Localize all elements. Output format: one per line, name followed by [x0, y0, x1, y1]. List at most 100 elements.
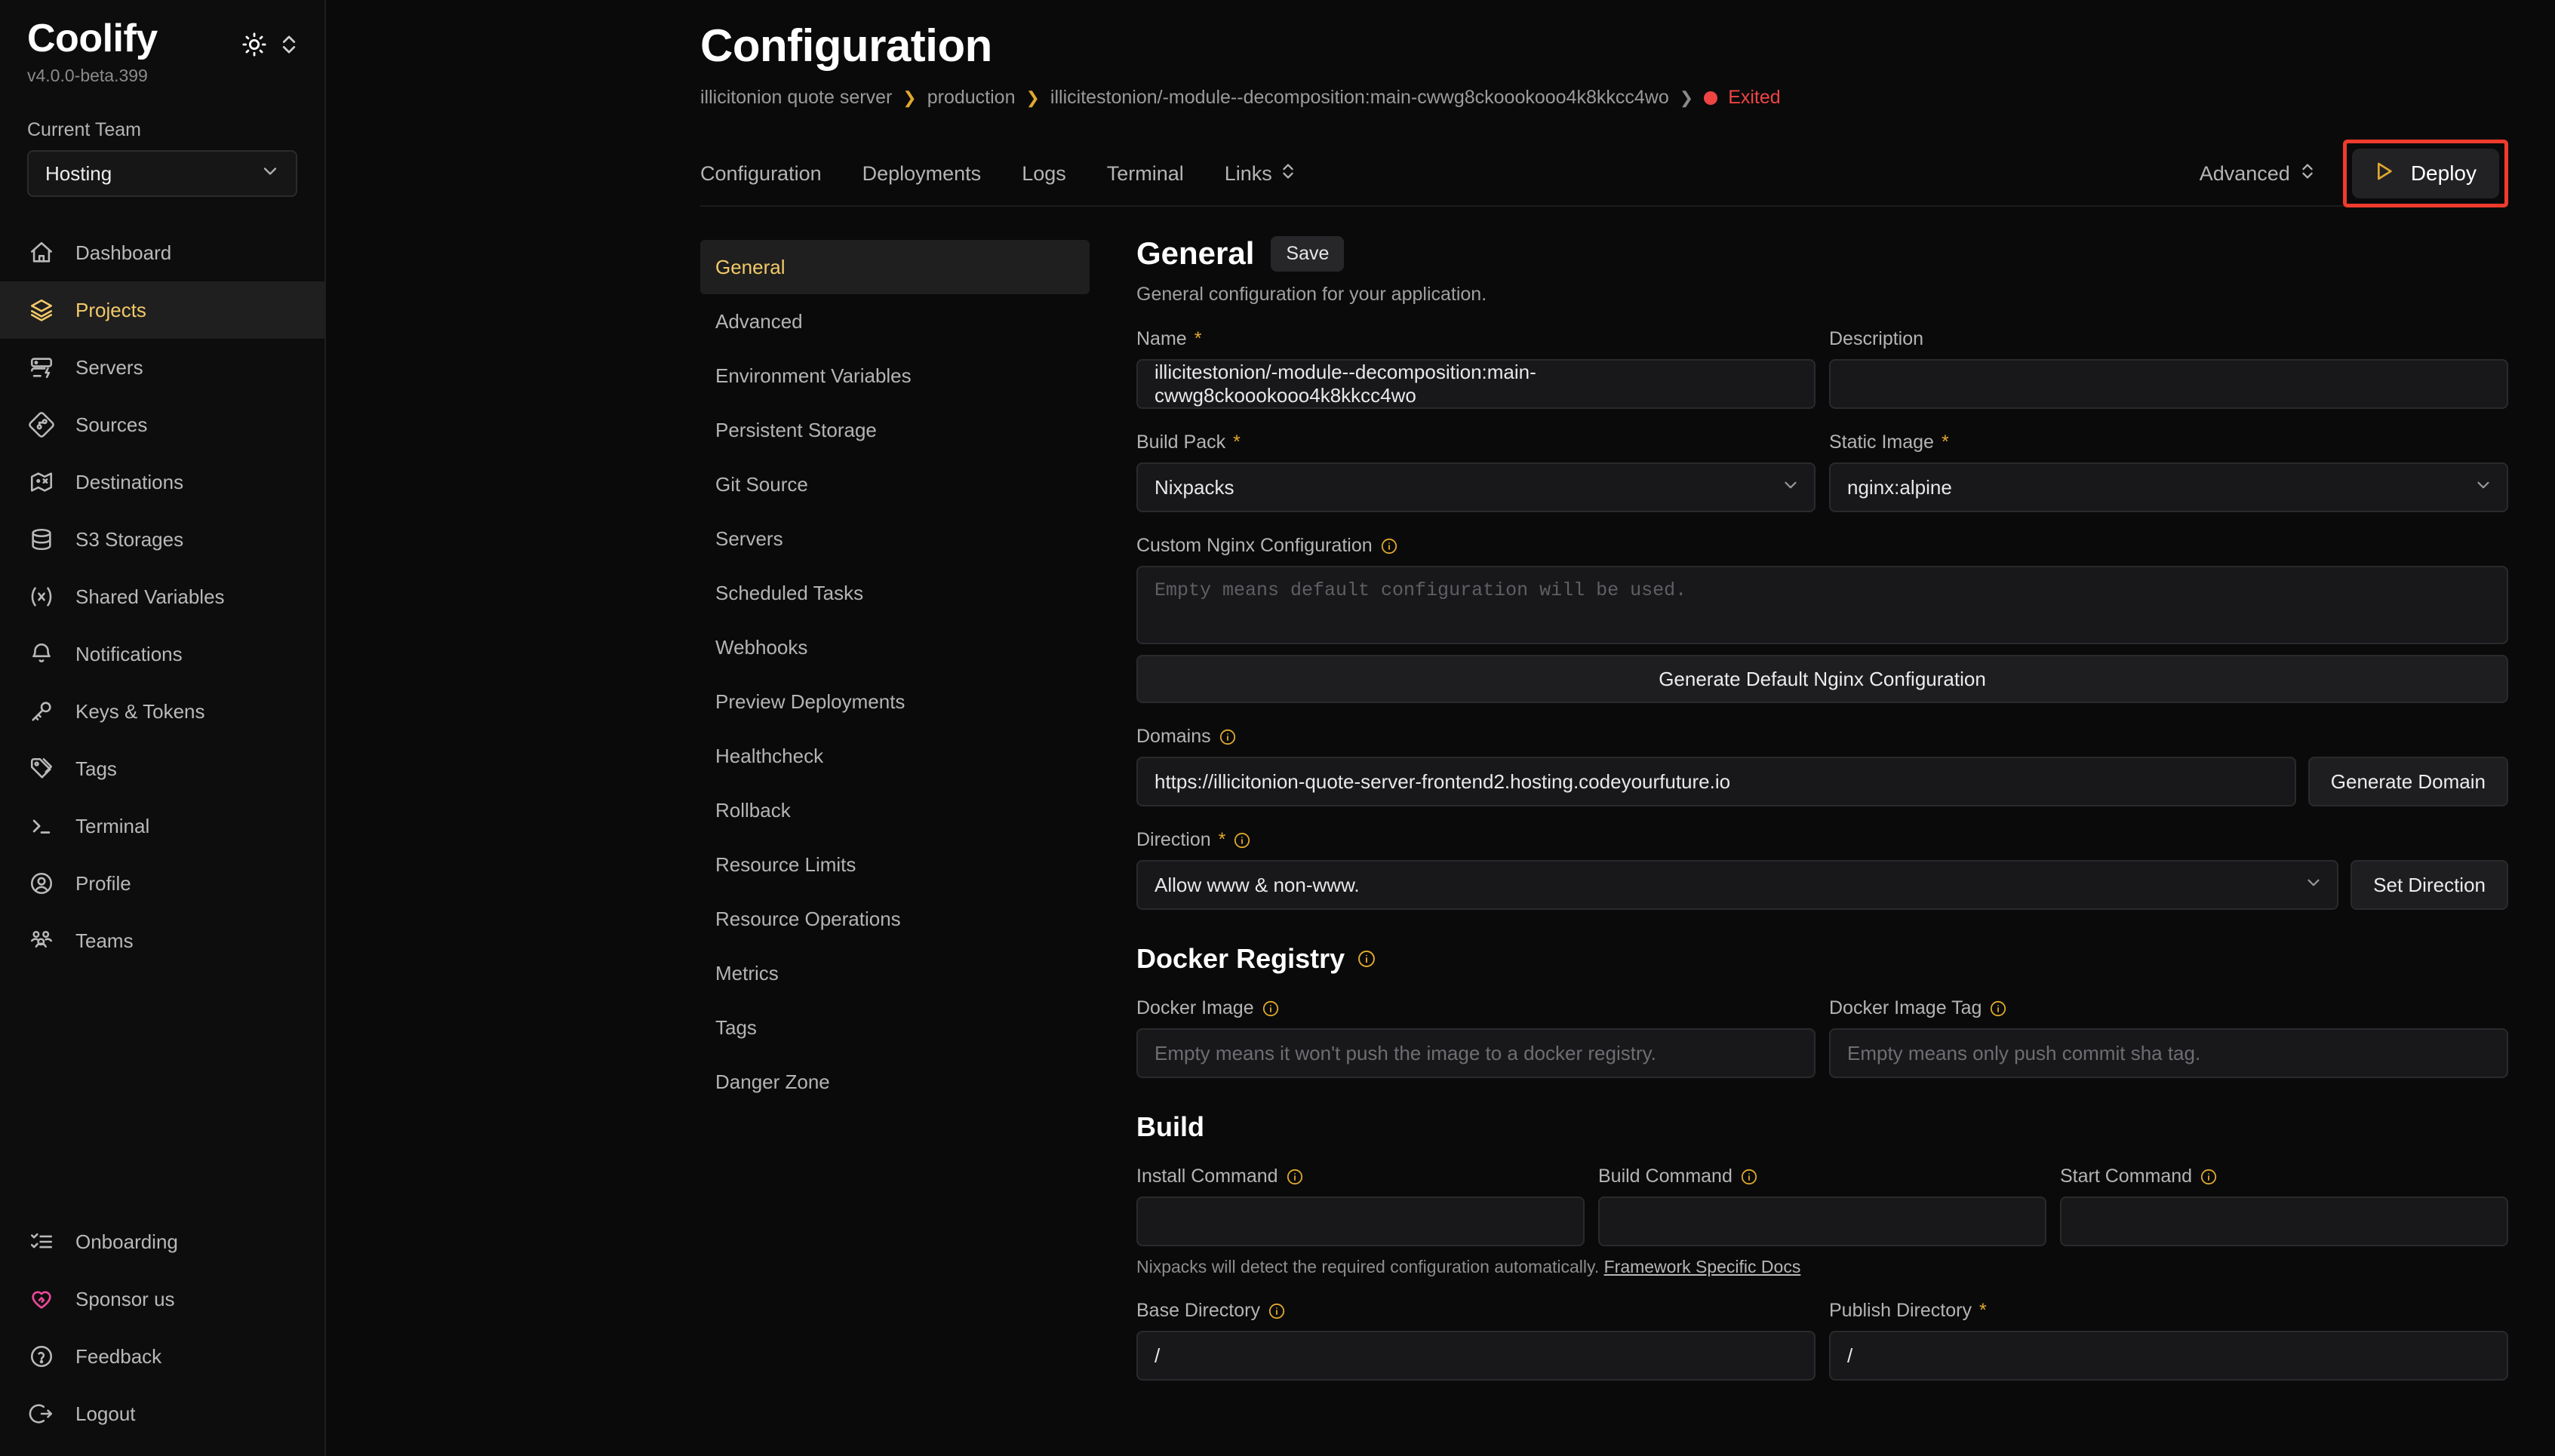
- sidebar-item-dashboard[interactable]: Dashboard: [0, 224, 324, 281]
- info-icon[interactable]: [2200, 1168, 2218, 1186]
- sidebar-item-sponsor-us[interactable]: Sponsor us: [0, 1270, 324, 1328]
- info-icon[interactable]: [1380, 537, 1398, 555]
- subnav-item-rollback[interactable]: Rollback: [715, 798, 791, 822]
- theme-toggle-chevron-icon[interactable]: [281, 32, 297, 61]
- tab-deployments[interactable]: Deployments: [862, 161, 982, 185]
- framework-specific-docs-link[interactable]: Framework Specific Docs: [1603, 1257, 1801, 1276]
- build-commands-row: Install Command Build Command: [1136, 1166, 2508, 1246]
- team-switcher-select[interactable]: Hosting: [27, 150, 297, 197]
- base-directory-input[interactable]: /: [1136, 1331, 1816, 1381]
- sidebar-item-shared-variables[interactable]: Shared Variables: [0, 568, 324, 625]
- sidebar-item-notifications[interactable]: Notifications: [0, 625, 324, 683]
- heart-handshake-icon: [27, 1285, 56, 1313]
- sidebar-item-logout[interactable]: Logout: [0, 1385, 324, 1442]
- chevron-right-icon: ❯: [1679, 88, 1694, 107]
- sidebar: Coolify v4.0.0-beta.399 Current Team Hos…: [0, 0, 326, 1456]
- start-command-input[interactable]: [2060, 1196, 2508, 1246]
- sidebar-item-label: Teams: [75, 929, 134, 952]
- subnav-item-persistent-storage[interactable]: Persistent Storage: [715, 418, 877, 441]
- sidebar-item-keys-tokens[interactable]: Keys & Tokens: [0, 683, 324, 740]
- subnav-item-advanced[interactable]: Advanced: [715, 309, 803, 333]
- current-team-label: Current Team: [27, 119, 141, 140]
- nginx-config-label: Custom Nginx Configuration: [1136, 535, 2508, 557]
- tab-logs[interactable]: Logs: [1022, 161, 1066, 185]
- info-icon[interactable]: [1286, 1168, 1304, 1186]
- name-input[interactable]: illicitestonion/-module--decomposition:m…: [1136, 359, 1816, 409]
- sidebar-item-profile[interactable]: Profile: [0, 855, 324, 912]
- sun-icon[interactable]: [241, 32, 267, 61]
- tab-bar: Configuration Deployments Logs Terminal …: [700, 140, 2508, 207]
- sidebar-item-tags[interactable]: Tags: [0, 740, 324, 797]
- subnav-item-healthcheck[interactable]: Healthcheck: [715, 744, 824, 767]
- nginx-field-group: Custom Nginx Configuration Empty means d…: [1136, 535, 2508, 703]
- info-icon[interactable]: [1989, 1000, 2007, 1018]
- sidebar-item-label: Profile: [75, 871, 131, 895]
- subnav-item-danger-zone[interactable]: Danger Zone: [715, 1070, 830, 1093]
- sidebar-item-teams[interactable]: Teams: [0, 912, 324, 969]
- subnav-item-resource-operations[interactable]: Resource Operations: [715, 907, 901, 930]
- subnav-item-webhooks[interactable]: Webhooks: [715, 635, 808, 659]
- subnav-item-servers[interactable]: Servers: [715, 527, 783, 550]
- tab-configuration[interactable]: Configuration: [700, 161, 822, 185]
- save-button[interactable]: Save: [1271, 235, 1345, 272]
- tab-terminal[interactable]: Terminal: [1106, 161, 1184, 185]
- subnav-item-preview-deployments[interactable]: Preview Deployments: [715, 690, 905, 713]
- sidebar-item-feedback[interactable]: Feedback: [0, 1328, 324, 1385]
- sidebar-item-projects[interactable]: Projects: [0, 281, 324, 339]
- sidebar-item-s3-storages[interactable]: S3 Storages: [0, 511, 324, 568]
- sidebar-item-terminal[interactable]: Terminal: [0, 797, 324, 855]
- sidebar-item-destinations[interactable]: Destinations: [0, 453, 324, 511]
- sidebar-item-servers[interactable]: Servers: [0, 339, 324, 396]
- direction-select[interactable]: Allow www & non-www.: [1136, 860, 2339, 910]
- docker-registry-row: Docker Image Empty means it won't push t…: [1136, 997, 2508, 1078]
- docker-image-input[interactable]: Empty means it won't push the image to a…: [1136, 1028, 1816, 1078]
- tab-links[interactable]: Links: [1225, 161, 1295, 187]
- info-icon[interactable]: [1268, 1302, 1286, 1320]
- start-command-field-group: Start Command: [2060, 1166, 2508, 1246]
- base-directory-field-group: Base Directory /: [1136, 1300, 1816, 1381]
- subnav-item-git-source[interactable]: Git Source: [715, 472, 808, 496]
- breadcrumb-project[interactable]: illicitonion quote server: [700, 87, 893, 108]
- install-command-input[interactable]: [1136, 1196, 1585, 1246]
- breadcrumb-resource[interactable]: illicitestonion/-module--decomposition:m…: [1050, 87, 1669, 108]
- description-input[interactable]: [1829, 359, 2508, 409]
- info-icon[interactable]: [1740, 1168, 1758, 1186]
- nginx-config-textarea[interactable]: Empty means default configuration will b…: [1136, 566, 2508, 644]
- set-direction-button[interactable]: Set Direction: [2351, 860, 2508, 910]
- sidebar-item-onboarding[interactable]: Onboarding: [0, 1213, 324, 1270]
- docker-image-tag-label: Docker Image Tag: [1829, 997, 2508, 1019]
- info-icon[interactable]: [1219, 728, 1237, 746]
- domains-input[interactable]: https://illicitonion-quote-server-fronte…: [1136, 757, 2296, 806]
- subnav-item-general[interactable]: General: [700, 240, 1090, 294]
- users-icon: [27, 926, 56, 955]
- brand-tools: [241, 18, 297, 61]
- docker-image-field-group: Docker Image Empty means it won't push t…: [1136, 997, 1816, 1078]
- subnav-item-resource-limits[interactable]: Resource Limits: [715, 852, 856, 876]
- publish-directory-input[interactable]: /: [1829, 1331, 2508, 1381]
- subnav-item-environment-variables[interactable]: Environment Variables: [715, 364, 912, 387]
- tab-list: Configuration Deployments Logs Terminal …: [700, 161, 1295, 187]
- info-icon[interactable]: [1357, 949, 1376, 969]
- build-hint: Nixpacks will detect the required config…: [1136, 1257, 2508, 1277]
- breadcrumb-environment[interactable]: production: [927, 87, 1016, 108]
- terminal-icon: [27, 812, 56, 840]
- required-asterisk: *: [1194, 328, 1202, 349]
- deploy-button[interactable]: Deploy: [2351, 149, 2499, 198]
- info-icon[interactable]: [1233, 831, 1251, 849]
- sidebar-item-sources[interactable]: Sources: [0, 396, 324, 453]
- subnav-item-metrics[interactable]: Metrics: [715, 961, 779, 984]
- info-icon[interactable]: [1262, 1000, 1280, 1018]
- deploy-button-highlight: Deploy: [2342, 140, 2508, 207]
- generate-default-nginx-configuration-button[interactable]: Generate Default Nginx Configuration: [1136, 655, 2508, 703]
- advanced-dropdown[interactable]: Advanced: [2200, 161, 2328, 187]
- sidebar-item-label: Sponsor us: [75, 1287, 175, 1310]
- subnav-item-tags[interactable]: Tags: [715, 1015, 757, 1039]
- subnav-item-scheduled-tasks[interactable]: Scheduled Tasks: [715, 581, 864, 604]
- breadcrumb: illicitonion quote server ❯ production ❯…: [326, 72, 2555, 109]
- static-image-select[interactable]: nginx:alpine: [1829, 462, 2508, 512]
- sidebar-item-label: Onboarding: [75, 1230, 178, 1253]
- generate-domain-button[interactable]: Generate Domain: [2307, 757, 2508, 806]
- build-pack-select[interactable]: Nixpacks: [1136, 462, 1816, 512]
- docker-image-tag-input[interactable]: Empty means only push commit sha tag.: [1829, 1028, 2508, 1078]
- build-command-input[interactable]: [1598, 1196, 2046, 1246]
